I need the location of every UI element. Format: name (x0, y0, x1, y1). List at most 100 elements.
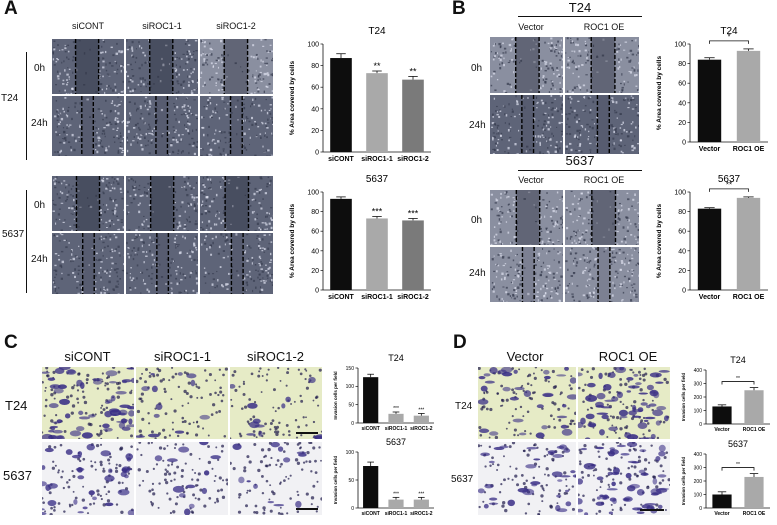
significance-label: *** (393, 491, 399, 497)
y-tick-label: 100 (346, 450, 355, 456)
group-label-t24: T24 (515, 0, 645, 15)
x-tick-label: siROC1-1 (385, 426, 408, 432)
y-tick-label: 80 (678, 61, 686, 68)
y-tick-label: 100 (694, 408, 703, 414)
group-label-5637: 5637 (2, 229, 24, 240)
bar (737, 198, 760, 290)
x-tick-label: siCONT (361, 511, 379, 517)
row-label-0h: 0h (34, 63, 45, 74)
bar (712, 495, 731, 509)
scratch-image (52, 96, 124, 156)
y-tick-label: 100 (307, 189, 319, 196)
y-axis-label: Invasion cells per field (681, 373, 686, 422)
bar (366, 218, 388, 290)
bar (698, 209, 721, 290)
scratch-image (490, 95, 563, 154)
bar (388, 414, 403, 423)
scale-bar (640, 509, 664, 511)
transwell-image (230, 367, 322, 439)
bar (402, 220, 424, 290)
y-tick-label: 20 (311, 268, 319, 275)
y-axis-label: Invasion cells per field (333, 456, 338, 505)
row-label-24h: 24h (31, 254, 48, 265)
x-tick-label: siROC1-2 (397, 294, 429, 301)
y-axis-label: % Area covered by cells (289, 204, 296, 279)
chart-title: 5637 (386, 437, 406, 447)
row-label-24h: 24h (469, 268, 486, 279)
y-tick-label: 100 (694, 492, 703, 498)
y-tick-label: 100 (346, 384, 355, 390)
y-tick-label: 200 (694, 479, 703, 485)
bar (330, 58, 352, 152)
x-tick-label: siROC1-2 (410, 511, 433, 517)
column-label-roc1-oe: ROC1 OE (568, 22, 640, 32)
bar (330, 199, 352, 290)
chart-title: T24 (368, 26, 386, 37)
scratch-image (126, 96, 198, 156)
chart-svg: T24% Area covered by cells020406080100Ve… (652, 20, 772, 160)
transwell-image (42, 442, 134, 515)
scratch-image (52, 39, 124, 94)
y-tick-label: 300 (694, 465, 703, 471)
y-tick-label: 0 (351, 506, 354, 512)
scale-bar (296, 508, 318, 510)
significance-label: ** (409, 66, 417, 76)
group-bracket-t24 (26, 52, 27, 160)
panel-label-b: B (452, 0, 466, 20)
chart-title: T24 (730, 355, 746, 365)
scratch-image (565, 247, 639, 302)
y-tick-label: 100 (307, 41, 319, 48)
column-label-siCONT: siCONT (52, 21, 124, 31)
chart-title: T24 (388, 353, 404, 363)
scratch-image (200, 39, 273, 94)
y-axis-label: % Area covered by cells (656, 56, 663, 131)
row-label-5637: 5637 (3, 468, 32, 483)
row-label-24h: 24h (469, 120, 486, 131)
chart-title: 5637 (728, 439, 748, 449)
row-label-0h: 0h (471, 63, 482, 74)
y-tick-label: 150 (346, 366, 355, 372)
bar (698, 60, 721, 142)
x-tick-label: Vector (714, 511, 729, 517)
panel-label-d: D (453, 332, 467, 354)
scratch-image (490, 247, 563, 302)
transwell-image (578, 442, 670, 515)
x-tick-label: siROC1-1 (361, 156, 393, 163)
x-tick-label: Vector (714, 427, 729, 433)
x-tick-label: Vector (699, 146, 721, 153)
y-tick-label: 0 (682, 287, 686, 294)
group-underline-t24 (518, 16, 642, 17)
y-tick-label: 60 (678, 229, 686, 236)
scratch-image (200, 233, 273, 294)
column-label-siROC1-1: siROC1-1 (126, 21, 198, 31)
y-tick-label: 400 (694, 452, 703, 458)
scratch-image (126, 39, 198, 94)
x-tick-label: ROC1 OE (733, 294, 765, 301)
y-axis-label: % Area covered by cells (656, 204, 663, 279)
x-tick-label: ROC1 OE (733, 146, 765, 153)
y-tick-label: 0 (699, 422, 702, 428)
group-underline-5637 (518, 170, 642, 171)
significance-label: ** (736, 462, 740, 468)
bar (737, 51, 760, 142)
scratch-image (126, 233, 198, 294)
y-tick-label: 80 (311, 209, 319, 216)
significance-label: *** (393, 406, 399, 412)
column-label-siROC1-1: siROC1-1 (135, 349, 230, 364)
scratch-image (565, 37, 639, 93)
y-tick-label: 50 (348, 478, 354, 484)
x-tick-label: siROC1-2 (397, 156, 429, 163)
column-label-vector: Vector (495, 175, 567, 185)
significance-label: ** (726, 180, 732, 189)
y-tick-label: 80 (311, 63, 319, 70)
panel-label-c: C (4, 332, 18, 354)
y-tick-label: 40 (678, 248, 686, 255)
column-label-roc1-oe: ROC1 OE (568, 175, 640, 185)
